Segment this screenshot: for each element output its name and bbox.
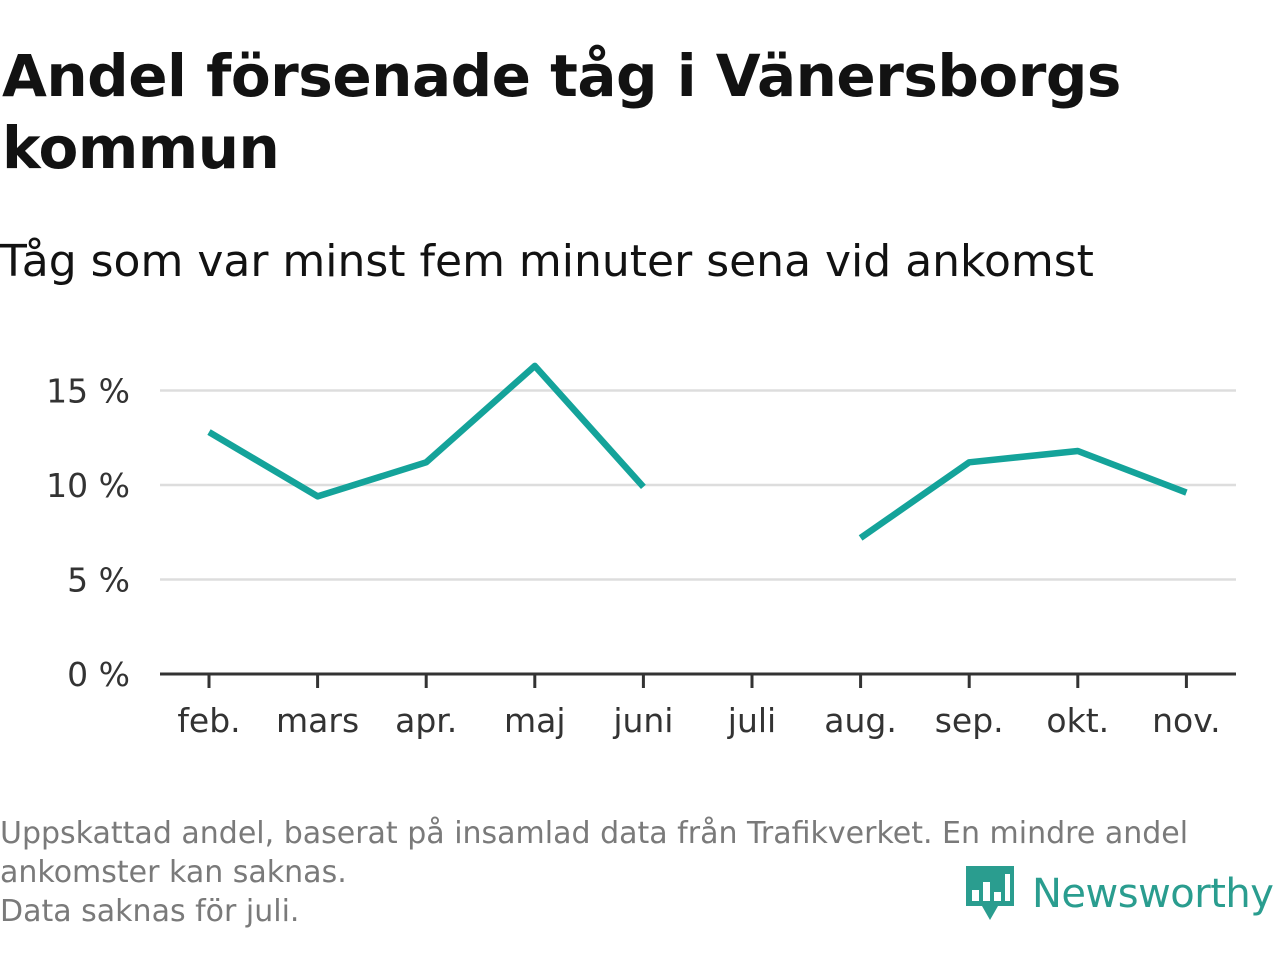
- footnote-line-2: ankomster kan saknas.: [0, 855, 347, 890]
- x-tick-label: okt.: [1046, 701, 1109, 740]
- x-tick-label: juni: [612, 701, 673, 740]
- series-layer: [207, 362, 1188, 541]
- brand-name: Newsworthy: [1032, 871, 1274, 917]
- footnote-line-1: Uppskattad andel, baserat på insamlad da…: [0, 816, 1189, 851]
- brand-logo: Newsworthy: [964, 862, 1274, 926]
- x-tick-label: feb.: [177, 701, 240, 740]
- series-line: [858, 447, 1188, 541]
- chart-subtitle: Tåg som var minst fem minuter sena vid a…: [0, 236, 1094, 287]
- y-tick-label: 5 %: [67, 561, 130, 600]
- footnote-line-3: Data saknas för juli.: [0, 894, 300, 929]
- x-tick-label: juli: [727, 701, 776, 740]
- footnote: Uppskattad andel, baserat på insamlad da…: [0, 814, 1270, 931]
- gridlines: [160, 389, 1236, 581]
- x-axis: [160, 672, 1236, 688]
- series-line: [207, 362, 646, 500]
- y-tick-label: 10 %: [46, 466, 130, 505]
- x-tick-label: maj: [504, 701, 566, 740]
- x-tick-label: aug.: [824, 701, 897, 740]
- x-tick-label: sep.: [935, 701, 1004, 740]
- chart-title: Andel försenade tåg i Vänersborgs kommun: [2, 42, 1121, 182]
- x-tick-label: mars: [276, 701, 359, 740]
- x-tick-label: apr.: [395, 701, 457, 740]
- y-tick-label: 15 %: [46, 372, 130, 411]
- bar-chart-flag-icon: [966, 866, 1014, 920]
- line-chart: 0 % 5 % 10 % 15 % feb. mars apr. maj juni juli au…: [46, 362, 1236, 740]
- x-tick-label: nov.: [1152, 701, 1221, 740]
- y-axis-tick-labels: 0 % 5 % 10 % 15 %: [46, 372, 130, 695]
- y-tick-label: 0 %: [67, 655, 130, 694]
- x-axis-tick-labels: feb. mars apr. maj juni juli aug. sep. okt. nov.: [177, 701, 1220, 740]
